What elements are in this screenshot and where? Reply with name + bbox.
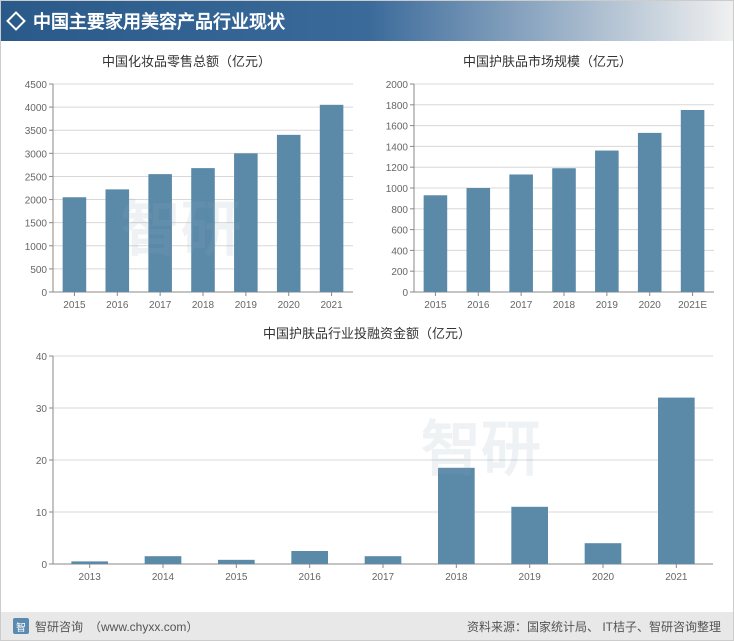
top-charts-row: 中国化妆品零售总额（亿元） 05001000150020002500300035…: [1, 41, 733, 318]
footer-left: 智 智研咨询 （www.chyxx.com）: [13, 618, 198, 635]
svg-text:2000: 2000: [25, 196, 48, 207]
bar: [424, 195, 448, 292]
bar: [467, 188, 491, 292]
chart3-title: 中国护肤品行业投融资金额（亿元）: [11, 323, 723, 342]
header-diamond-icon: [6, 11, 26, 31]
svg-text:0: 0: [41, 560, 47, 571]
bar: [320, 105, 344, 292]
svg-text:2021E: 2021E: [678, 300, 707, 311]
svg-text:40: 40: [36, 352, 48, 363]
chart1-svg: 0 500 1000 1500 2000 2500 3000 3500 4000 4500 2015…: [11, 78, 361, 318]
svg-text:2021: 2021: [320, 300, 343, 311]
svg-text:600: 600: [391, 226, 408, 237]
svg-text:2016: 2016: [467, 300, 490, 311]
svg-text:2018: 2018: [445, 572, 468, 583]
svg-text:1400: 1400: [386, 142, 409, 153]
bar: [148, 174, 172, 292]
bottom-chart-box: 中国护肤品行业投融资金额（亿元） 0 10 20 30 40 2013 2014 2015 20…: [1, 323, 733, 590]
svg-text:1000: 1000: [25, 242, 48, 253]
svg-text:3000: 3000: [25, 149, 48, 160]
svg-text:2015: 2015: [225, 572, 248, 583]
bar: [438, 468, 475, 564]
svg-text:200: 200: [391, 267, 408, 278]
svg-text:2018: 2018: [192, 300, 215, 311]
chart3-svg: 0 10 20 30 40 2013 2014 2015 2016 2017 2018 2019 202…: [11, 350, 721, 590]
bar: [585, 543, 622, 564]
svg-text:2016: 2016: [106, 300, 129, 311]
chart2-svg: 0 200 400 600 800 1000 1200 1400 1600 1800 2000 201…: [372, 78, 722, 318]
bar: [191, 168, 215, 292]
svg-text:2014: 2014: [152, 572, 175, 583]
svg-text:3500: 3500: [25, 126, 48, 137]
bar: [681, 110, 705, 292]
footer-url: （www.chyxx.com）: [89, 618, 198, 635]
bar: [277, 135, 301, 292]
svg-text:2018: 2018: [553, 300, 576, 311]
svg-text:2021: 2021: [665, 572, 688, 583]
header-bar: 中国主要家用美容产品行业现状: [1, 1, 733, 41]
svg-text:1800: 1800: [386, 101, 409, 112]
svg-text:2020: 2020: [592, 572, 615, 583]
bar: [511, 507, 548, 564]
svg-text:2000: 2000: [386, 80, 409, 91]
bar: [106, 189, 130, 292]
bar: [218, 560, 255, 564]
bar: [365, 556, 402, 564]
footer-logo-icon: 智: [13, 618, 29, 634]
svg-text:1200: 1200: [386, 163, 409, 174]
svg-text:2015: 2015: [424, 300, 447, 311]
footer-bar: 智 智研咨询 （www.chyxx.com） 资料来源：国家统计局、 IT桔子、…: [1, 612, 733, 640]
header-title: 中国主要家用美容产品行业现状: [33, 8, 285, 34]
bar: [145, 556, 182, 564]
svg-text:1600: 1600: [386, 122, 409, 133]
svg-text:2019: 2019: [235, 300, 258, 311]
svg-text:2013: 2013: [79, 572, 102, 583]
bar: [595, 151, 619, 292]
footer-source: 资料来源：国家统计局、 IT桔子、智研咨询整理: [467, 618, 721, 635]
chart1-title: 中国化妆品零售总额（亿元）: [11, 51, 362, 70]
svg-text:2500: 2500: [25, 172, 48, 183]
bar: [552, 168, 576, 292]
svg-text:2017: 2017: [510, 300, 533, 311]
chart1-box: 中国化妆品零售总额（亿元） 0 500 1000 1500 2000 2500 3000 35…: [11, 51, 362, 318]
svg-text:0: 0: [41, 288, 47, 299]
svg-text:30: 30: [36, 404, 48, 415]
dashboard-container: 中国主要家用美容产品行业现状 智研 智研 中国化妆品零售总额（亿元） 05001…: [0, 0, 734, 641]
svg-text:20: 20: [36, 456, 48, 467]
chart2-box: 中国护肤品市场规模（亿元） 0 200 400 600 800 1000 1200 1400 1…: [372, 51, 723, 318]
bar: [509, 174, 533, 292]
bar: [71, 561, 108, 564]
svg-text:0: 0: [402, 288, 408, 299]
footer-brand: 智研咨询: [35, 618, 83, 635]
svg-text:2019: 2019: [596, 300, 619, 311]
bar: [658, 398, 695, 564]
svg-text:2017: 2017: [372, 572, 395, 583]
svg-text:1000: 1000: [386, 184, 409, 195]
svg-text:1500: 1500: [25, 219, 48, 230]
bar: [291, 551, 328, 564]
svg-text:500: 500: [30, 265, 47, 276]
bar: [63, 197, 87, 292]
svg-text:400: 400: [391, 246, 408, 257]
bar: [638, 133, 662, 292]
svg-text:2020: 2020: [639, 300, 662, 311]
svg-text:2016: 2016: [299, 572, 322, 583]
svg-text:2017: 2017: [149, 300, 172, 311]
svg-text:2020: 2020: [278, 300, 301, 311]
svg-text:4500: 4500: [25, 80, 48, 91]
svg-text:2015: 2015: [63, 300, 86, 311]
svg-text:2019: 2019: [519, 572, 542, 583]
chart2-title: 中国护肤品市场规模（亿元）: [372, 51, 723, 70]
svg-text:800: 800: [391, 205, 408, 216]
svg-text:4000: 4000: [25, 103, 48, 114]
svg-text:10: 10: [36, 508, 48, 519]
bar: [234, 153, 258, 292]
